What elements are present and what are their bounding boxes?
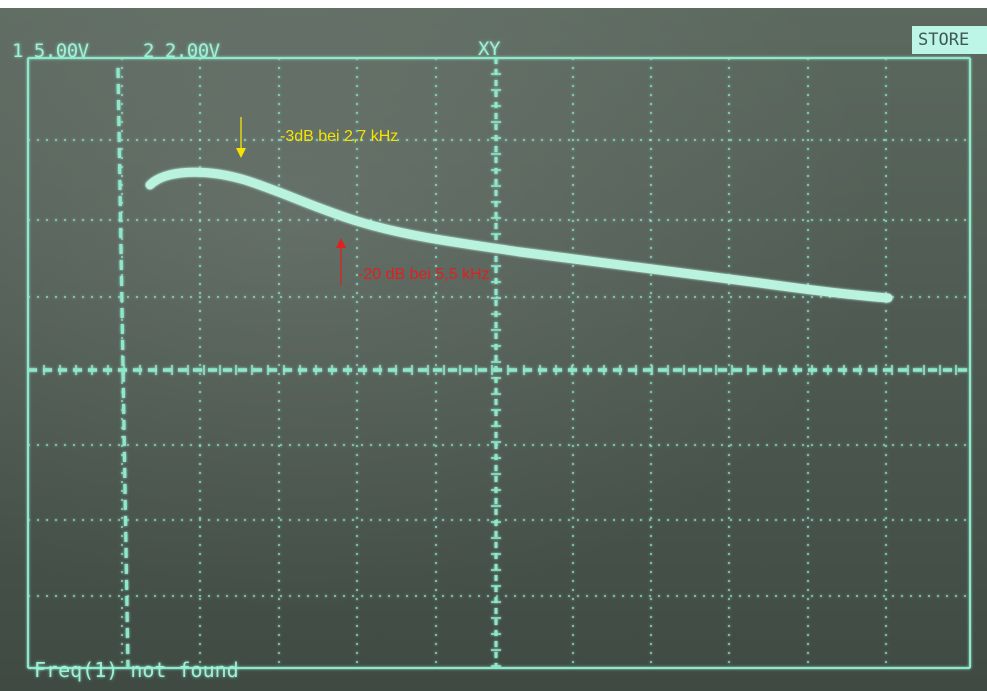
minus-3db-annotation: -3dB bei 2,7 kHz [280,128,399,145]
status-message: Freq(1) not found [34,658,239,682]
minus-20db-annotation: -20 dB bei 5,5 kHz [358,266,490,283]
yellow-marker-arrow [236,117,246,158]
vertical-marker-line [116,67,130,669]
channel1-scale: 1 5.00V [12,40,89,62]
mode-label: XY [478,38,500,60]
red-marker-arrow [336,238,346,285]
store-indicator: STORE [912,26,987,54]
frequency-response-trace [145,167,893,303]
channel2-scale: 2 2.00V [143,40,220,62]
